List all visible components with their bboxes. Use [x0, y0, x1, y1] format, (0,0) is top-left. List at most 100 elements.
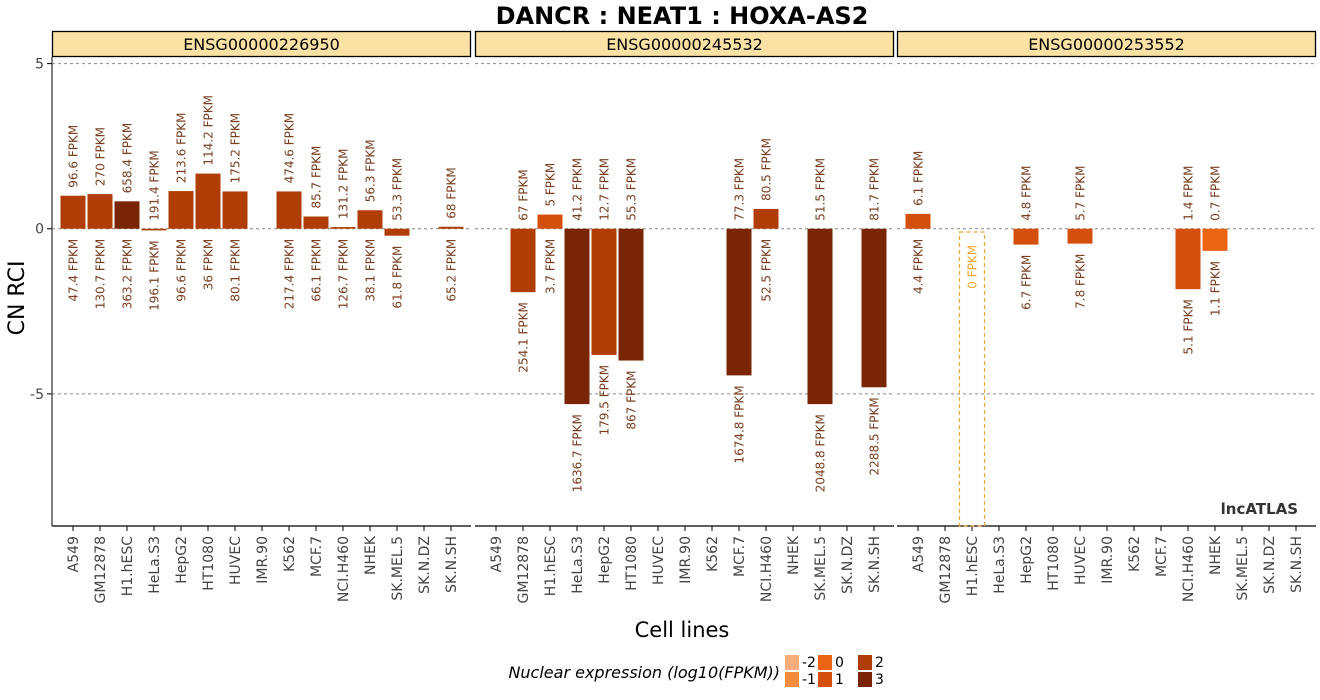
x-tick-label: IMR.90: [678, 536, 694, 584]
x-tick-label: SK.MEL.5: [390, 536, 406, 601]
bar-HepG2: [168, 191, 194, 229]
x-tick-label: IMR.90: [255, 536, 271, 584]
bar-HT1080: [618, 228, 644, 361]
fpkm-label-bottom: 363.2 FPKM: [121, 239, 135, 310]
legend-title: Nuclear expression (log10(FPKM)): [508, 663, 780, 682]
fpkm-label-top: 67 FPKM: [517, 169, 531, 220]
x-tick-label: SK.N.DZ: [1262, 536, 1278, 594]
bar-SK.N.SH: [438, 226, 464, 229]
fpkm-label-bottom: 2048.8 FPKM: [814, 414, 828, 492]
x-tick-label: HUVEC: [1073, 536, 1089, 585]
fpkm-label-top: 12.7 FPKM: [598, 158, 612, 221]
y-tick-label-0: 5: [35, 57, 44, 73]
fpkm-label-bottom: 1636.7 FPKM: [571, 414, 585, 492]
x-tick-label: HepG2: [597, 536, 613, 584]
bar-HUVEC: [222, 191, 248, 229]
panel-strip: [474, 30, 895, 58]
bar-A549: [905, 213, 931, 229]
bar-HepG2: [591, 228, 617, 355]
x-tick-label: GM12878: [516, 536, 532, 603]
fpkm-label-top: 213.6 FPKM: [175, 113, 189, 184]
fpkm-label-bottom: 4.4 FPKM: [912, 239, 926, 294]
panel-ENSG00000253552: ENSG00000253552 A549 6.1 FPKM 4.4 FPKM GM128…: [896, 30, 1317, 603]
fpkm-label-bottom: 1674.8 FPKM: [733, 385, 747, 463]
x-tick-label: A549: [911, 536, 927, 572]
bar-HUVEC: [1067, 228, 1093, 244]
x-tick-label: HeLa.S3: [147, 536, 163, 594]
panel-strip: [896, 30, 1317, 58]
fpkm-label-top: 175.2 FPKM: [229, 113, 243, 184]
fpkm-label-top: 1.4 FPKM: [1182, 165, 1196, 220]
legend-label-2: 2: [875, 655, 884, 671]
fpkm-label-bottom: 2288.5 FPKM: [868, 397, 882, 475]
fpkm-label-top: 191.4 FPKM: [148, 150, 162, 221]
y-tick-label-1: 0: [35, 222, 44, 238]
bar-MCF.7: [726, 228, 752, 376]
y-tick-label-2: -5: [30, 387, 44, 403]
legend-key-1: [818, 672, 832, 687]
legend-key-3: [858, 672, 872, 687]
x-tick-label: IMR.90: [1100, 536, 1116, 584]
fpkm-label-bottom: 179.5 FPKM: [598, 365, 612, 436]
fpkm-label-top: 114.2 FPKM: [202, 95, 216, 166]
x-tick-label: NCI.H460: [1181, 536, 1197, 602]
fpkm-label-bottom: 1.1 FPKM: [1209, 261, 1223, 316]
x-tick-label: GM12878: [93, 536, 109, 603]
bar-NCI.H460: [1175, 228, 1201, 290]
y-axis-title: CN RCI: [5, 261, 30, 336]
plot-area: 5 0 -5 ENSG00000226950 A549 96.6 FPKM 47.4 FPK…: [30, 30, 1317, 603]
x-tick-label: SK.N.DZ: [840, 536, 856, 594]
fpkm-label-bottom: 217.4 FPKM: [283, 239, 297, 310]
legend-key-0: [818, 655, 832, 670]
fpkm-label-top: 56.3 FPKM: [364, 139, 378, 202]
fpkm-label-bottom: 7.8 FPKM: [1074, 254, 1088, 309]
legend-label-0: 0: [835, 655, 844, 671]
bar-SK.MEL.5: [807, 228, 833, 405]
x-tick-label: NHEK: [1208, 535, 1224, 575]
bar-HeLa.S3: [564, 228, 590, 405]
x-tick-label: SK.MEL.5: [813, 536, 829, 601]
x-tick-label: H1.hESC: [120, 536, 136, 596]
fpkm-label-bottom: 6.7 FPKM: [1020, 255, 1034, 310]
fpkm-label-top: 6.1 FPKM: [912, 151, 926, 206]
legend-label-3: 3: [875, 672, 884, 688]
fpkm-label-top: 81.7 FPKM: [868, 158, 882, 221]
bar-MCF.7: [303, 216, 329, 229]
fpkm-label-bottom: 52.5 FPKM: [760, 239, 774, 302]
x-tick-label: SK.MEL.5: [1235, 536, 1251, 601]
legend-label--1: -1: [802, 672, 816, 688]
fpkm-label-top: 474.6 FPKM: [283, 113, 297, 184]
legend-key--2: [785, 655, 799, 670]
x-tick-label: HUVEC: [651, 536, 667, 585]
bar-H1.hESC: [114, 201, 140, 229]
x-tick-label: H1.hESC: [543, 536, 559, 596]
fpkm-label-top: 0.7 FPKM: [1209, 165, 1223, 220]
x-tick-label: HT1080: [1046, 536, 1062, 591]
x-tick-label: HepG2: [174, 536, 190, 584]
watermark: lncATLAS: [1221, 500, 1298, 518]
bar-H1.hESC: [537, 214, 563, 229]
bar-HeLa.S3: [141, 228, 167, 231]
legend-label-1: 1: [835, 672, 844, 688]
x-tick-label: HeLa.S3: [992, 536, 1008, 594]
x-tick-label: SK.N.SH: [1289, 536, 1305, 593]
fpkm-label-bottom: 254.1 FPKM: [517, 302, 531, 373]
x-tick-label: MCF.7: [732, 536, 748, 577]
fpkm-label-top: 53.3 FPKM: [391, 158, 405, 221]
x-tick-label: NCI.H460: [336, 536, 352, 602]
x-tick-label: K562: [1127, 536, 1143, 572]
fpkm-label-top: 5.7 FPKM: [1074, 165, 1088, 220]
x-tick-label: K562: [705, 536, 721, 572]
fpkm-label-top: 270 FPKM: [94, 127, 108, 186]
fpkm-label-top: 51.5 FPKM: [814, 158, 828, 221]
fpkm-label-bottom: 5.1 FPKM: [1182, 299, 1196, 354]
fpkm-label-top: 68 FPKM: [445, 167, 459, 218]
x-tick-label: K562: [282, 536, 298, 572]
fpkm-label-bottom: 47.4 FPKM: [67, 239, 81, 302]
fpkm-label-bottom: 3.7 FPKM: [544, 239, 558, 294]
fpkm-label-bottom: 38.1 FPKM: [364, 239, 378, 302]
x-tick-label: HT1080: [201, 536, 217, 591]
fpkm-label-top: 0 FPKM: [966, 245, 980, 289]
legend: Nuclear expression (log10(FPKM)) -2-1 01 2…: [508, 655, 884, 688]
